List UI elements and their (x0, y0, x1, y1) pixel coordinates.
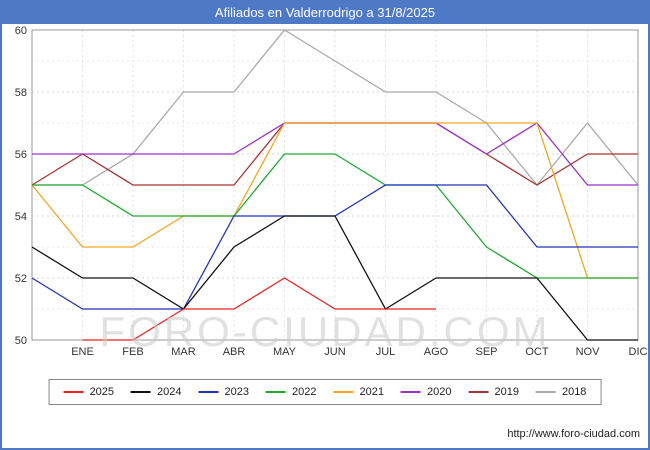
series-line-2024 (31, 215, 638, 341)
legend-item-2022: 2022 (266, 386, 317, 398)
footer-url[interactable]: http://www.foro-ciudad.com (507, 428, 640, 440)
legend-item-2018: 2018 (535, 386, 587, 398)
legend-label: 2020 (426, 386, 452, 398)
legend-label: 2021 (359, 386, 384, 398)
series-line-2025 (82, 277, 436, 341)
y-tick-label: 58 (15, 87, 27, 99)
series-line-2021 (31, 122, 638, 279)
x-tick-label: ABR (223, 346, 246, 358)
x-tick-label: AGO (424, 346, 449, 358)
y-tick-label: 54 (15, 211, 27, 223)
y-tick-label: 52 (15, 273, 27, 285)
x-tick-label: FEB (122, 346, 143, 358)
legend-swatch-2023 (198, 391, 219, 393)
legend-label: 2025 (89, 386, 115, 398)
legend-swatch-2022 (266, 391, 287, 393)
legend-swatch-2024 (131, 391, 152, 393)
legend-item-2019: 2019 (468, 386, 519, 398)
x-tick-label: MAY (273, 346, 297, 358)
y-tick-label: 60 (15, 25, 27, 37)
x-tick-label: ENE (71, 346, 94, 358)
y-tick-label: 56 (15, 149, 27, 161)
legend-swatch-2018 (535, 391, 556, 393)
legend-item-2023: 2023 (198, 386, 250, 398)
legend-swatch-2025 (63, 391, 84, 393)
chart-legend: 2025 2024 2023 2022 2021 2020 2019 2018 (48, 379, 602, 405)
x-tick-label: JUN (324, 346, 345, 358)
x-tick-label: SEP (475, 346, 497, 358)
legend-item-2020: 2020 (400, 386, 452, 398)
x-tick-label: JUL (376, 346, 396, 358)
x-tick-label: DIC (629, 346, 648, 358)
legend-label: 2018 (561, 386, 587, 398)
legend-swatch-2021 (333, 391, 354, 393)
x-tick-label: OCT (525, 346, 549, 358)
legend-item-2024: 2024 (131, 386, 182, 398)
legend-label: 2024 (157, 386, 182, 398)
legend-label: 2019 (494, 386, 519, 398)
legend-label: 2022 (292, 386, 317, 398)
x-tick-label: NOV (576, 346, 601, 358)
legend-item-2021: 2021 (333, 386, 384, 398)
legend-swatch-2020 (400, 391, 421, 393)
chart-title: Afiliados en Valderrodrigo a 31/8/2025 (2, 2, 648, 24)
legend-label: 2023 (224, 386, 250, 398)
y-tick-label: 50 (15, 335, 27, 347)
legend-swatch-2019 (468, 391, 489, 393)
x-tick-label: MAR (171, 346, 196, 358)
legend-item-2025: 2025 (63, 386, 115, 398)
